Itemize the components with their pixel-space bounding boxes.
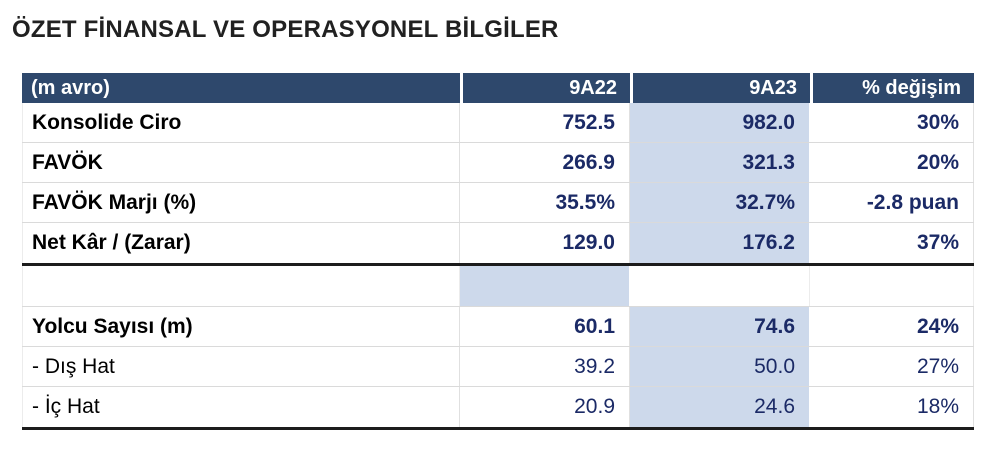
row-label: Net Kâr / (Zarar) [22,223,460,263]
table-row-ic-hat: - İç Hat 20.9 24.6 18% [22,387,974,427]
value-change: 24% [810,307,974,346]
table-row-yolcu-sayisi: Yolcu Sayısı (m) 60.1 74.6 24% [22,307,974,347]
value-9a22: 39.2 [460,347,630,386]
financial-summary-table: (m avro) 9A22 9A23 % değişim Konsolide C… [22,73,974,430]
value-change: 20% [810,143,974,182]
row-label: FAVÖK Marjı (%) [22,183,460,222]
row-label: - Dış Hat [22,347,460,386]
value-change: 30% [810,103,974,142]
row-label: FAVÖK [22,143,460,182]
value-9a22: 35.5% [460,183,630,222]
value-9a23: 24.6 [630,387,810,427]
value-9a22: 60.1 [460,307,630,346]
spacer-cell [630,266,810,306]
table-header-row: (m avro) 9A22 9A23 % değişim [22,73,974,103]
value-change: -2.8 puan [810,183,974,222]
table-row-konsolide-ciro: Konsolide Ciro 752.5 982.0 30% [22,103,974,143]
value-9a22: 20.9 [460,387,630,427]
row-label: Yolcu Sayısı (m) [22,307,460,346]
spacer-row [22,266,974,307]
table-row-favok-marji: FAVÖK Marjı (%) 35.5% 32.7% -2.8 puan [22,183,974,223]
column-header-change: % değişim [813,73,974,103]
value-9a23: 982.0 [630,103,810,142]
spacer-shaded-cell [460,266,630,306]
row-label: - İç Hat [22,387,460,427]
value-9a23: 50.0 [630,347,810,386]
value-9a22: 752.5 [460,103,630,142]
value-9a22: 266.9 [460,143,630,182]
value-change: 37% [810,223,974,263]
table-row-net-kar: Net Kâr / (Zarar) 129.0 176.2 37% [22,223,974,263]
page-title: ÖZET FİNANSAL VE OPERASYONEL BİLGİLER [12,16,559,43]
value-9a23: 176.2 [630,223,810,263]
column-header-unit: (m avro) [22,73,460,103]
column-header-9a23: 9A23 [633,73,810,103]
spacer-cell [22,266,460,306]
table-bottom-border [22,427,974,430]
value-9a23: 321.3 [630,143,810,182]
spacer-cell [810,266,974,306]
value-change: 18% [810,387,974,427]
column-header-9a22: 9A22 [463,73,630,103]
table-row-dis-hat: - Dış Hat 39.2 50.0 27% [22,347,974,387]
value-change: 27% [810,347,974,386]
value-9a23: 74.6 [630,307,810,346]
row-label: Konsolide Ciro [22,103,460,142]
section-divider [22,263,974,266]
value-9a23: 32.7% [630,183,810,222]
value-9a22: 129.0 [460,223,630,263]
table-row-favok: FAVÖK 266.9 321.3 20% [22,143,974,183]
